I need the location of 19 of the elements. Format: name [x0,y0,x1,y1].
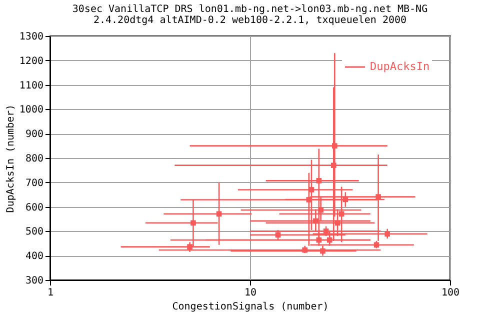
y-tick-label: 1300 [19,32,44,42]
y-tick-label: 1100 [19,80,44,92]
y-tick-label: 1200 [19,56,44,67]
y-axis-title: DupAcksIn (number) [5,104,16,213]
y-tick-label: 400 [25,251,44,262]
x-tick-label: 100 [441,288,460,298]
y-tick-label: 700 [25,178,44,189]
chart-subtitle: 2.4.20dtg4 altAIMD-0.2 web100-2.2.1, txqueuelen 2000 [93,15,407,26]
y-tick-label: 900 [25,129,44,140]
y-tick-label: 300 [25,276,44,286]
x-axis-title: CongestionSignals (number) [172,302,329,312]
y-tick-label: 500 [25,226,44,238]
y-tick-label: 800 [25,154,44,164]
legend-label: DupAcksIn [370,60,430,73]
y-tick-label: 1000 [19,104,44,116]
chart-title: 30sec VanillaTCP DRS lon01.mb-ng.net->lon03.mb-ng.net MB-NG [72,4,428,15]
x-tick-label: 1 [47,288,54,298]
y-tick-label: 600 [25,202,44,214]
x-tick-label: 10 [244,288,257,298]
